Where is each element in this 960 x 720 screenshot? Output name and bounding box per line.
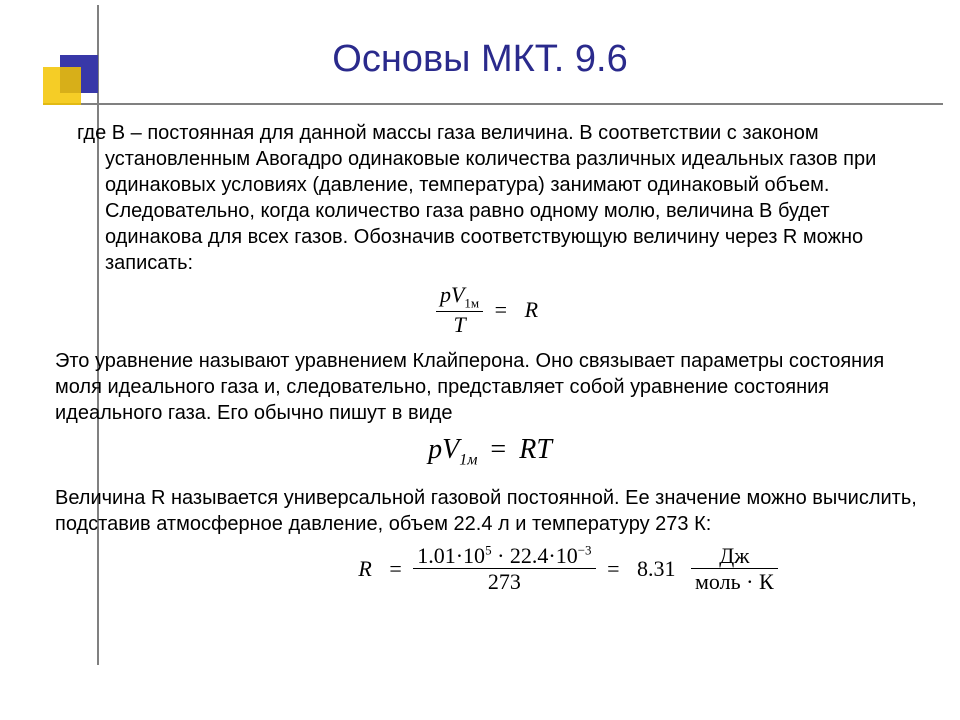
- decoration-horizontal-line: [43, 103, 943, 105]
- formula-rhs: R: [519, 296, 544, 325]
- paragraph-clapeyron: Это уравнение называют уравнением Клайпе…: [55, 348, 925, 426]
- slide: Основы МКТ. 9.6 где B – постоянная для д…: [0, 0, 960, 720]
- paragraph-gas-constant: Величина R называется универсальной газо…: [55, 485, 925, 537]
- formula-clapeyron-fraction: pV1м T = R: [55, 282, 925, 338]
- slide-body: где B – постоянная для данной массы газа…: [55, 120, 925, 605]
- formula-ideal-gas: pV1м = RT: [55, 432, 925, 471]
- slide-title: Основы МКТ. 9.6: [0, 38, 960, 81]
- formula-r-calculation: R = 1.01·105 · 22.4·10−3 273 = 8.31 Дж м…: [55, 543, 925, 595]
- paragraph-intro: где B – постоянная для данной массы газа…: [55, 120, 925, 276]
